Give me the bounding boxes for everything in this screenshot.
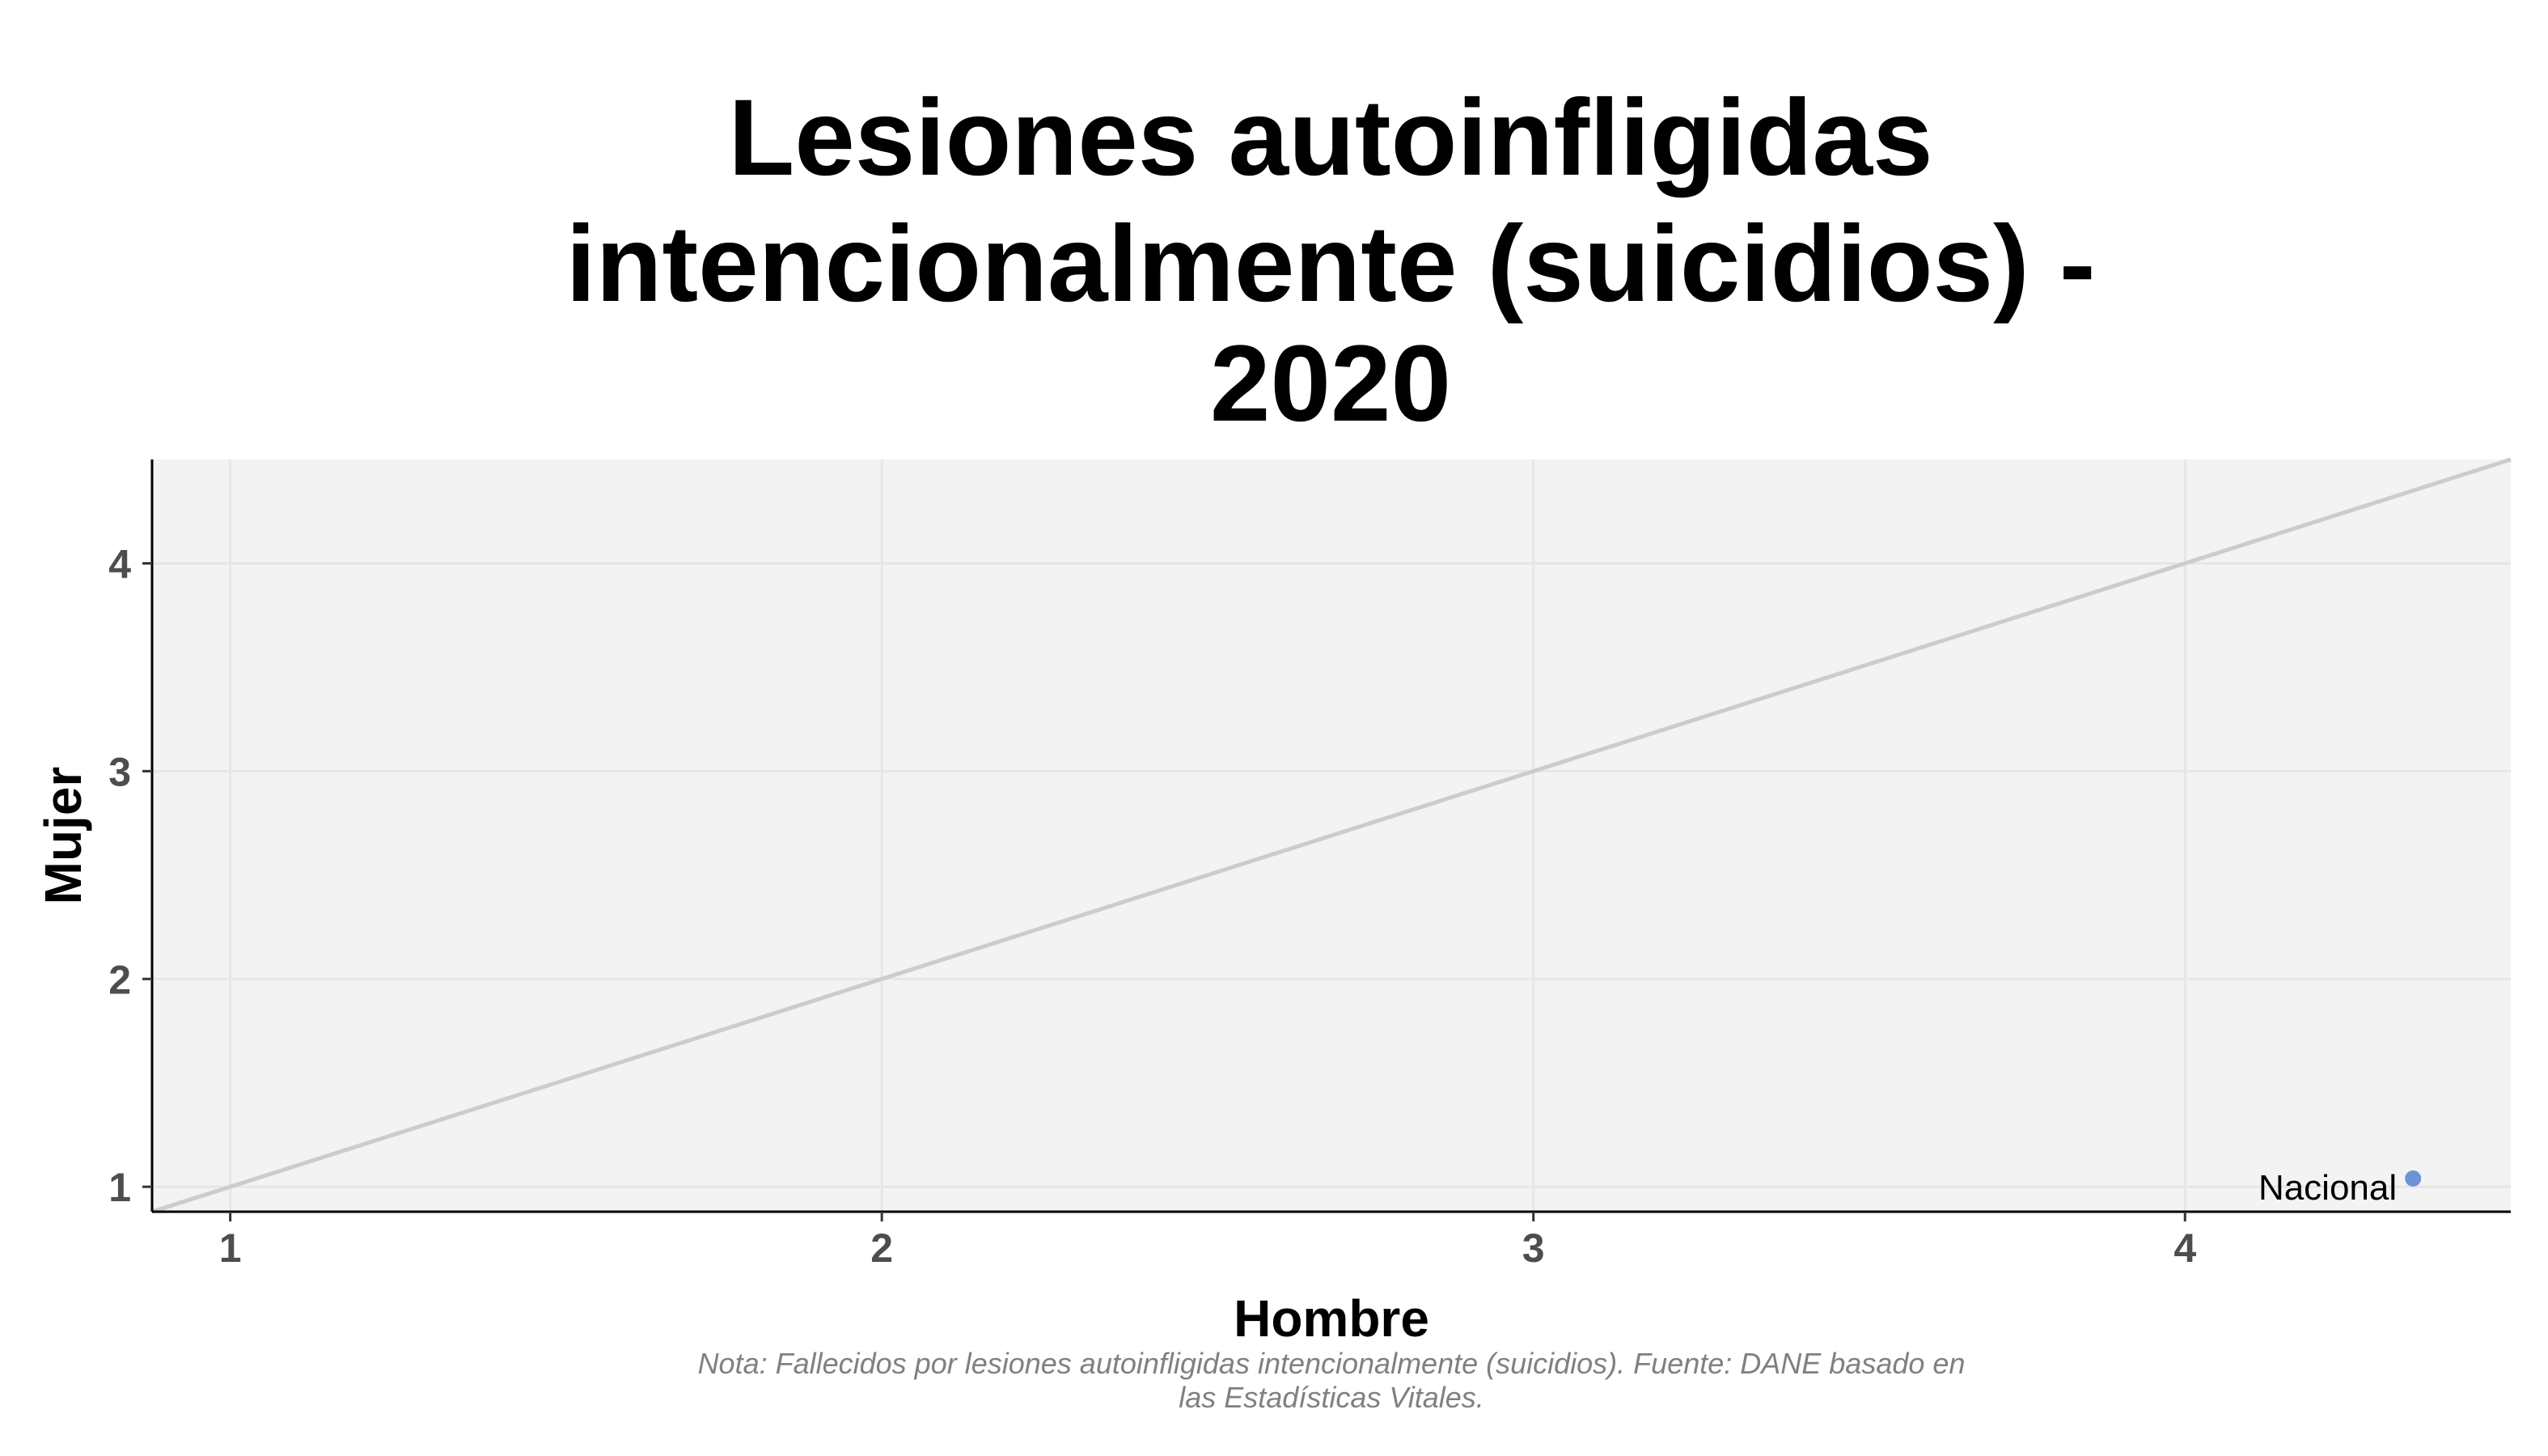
y-tick-label-3: 3	[108, 749, 131, 794]
chart-title-line-2: intencionalmente (suicidios) -	[565, 204, 2095, 324]
y-tick-label-4: 4	[108, 541, 131, 586]
caption-line-1: Nota: Fallecidos por lesiones autoinflig…	[698, 1347, 1966, 1380]
x-tick-label-4: 4	[2173, 1225, 2196, 1271]
chart-title-line-1: Lesiones autoinfligidas	[728, 78, 1932, 198]
chart-title: Lesiones autoinfligidas intencionalmente…	[565, 78, 2095, 444]
data-point-0	[2405, 1170, 2422, 1187]
chart-title-line-3: 2020	[1210, 324, 1451, 444]
x-axis-ticks: 1 2 3 4	[219, 1212, 2196, 1271]
caption-line-2: las Estadísticas Vitales.	[1179, 1381, 1484, 1414]
y-tick-label-1: 1	[108, 1165, 131, 1210]
gridlines	[152, 459, 2511, 1212]
y-axis-label: Mujer	[34, 767, 92, 905]
y-axis-ticks: 1 2 3 4	[108, 541, 152, 1210]
x-tick-label-1: 1	[219, 1225, 242, 1271]
y-tick-label-2: 2	[108, 957, 131, 1002]
x-tick-label-2: 2	[870, 1225, 893, 1271]
x-axis-label: Hombre	[1234, 1289, 1429, 1348]
reference-line-group	[151, 457, 2512, 1214]
reference-line	[151, 457, 2512, 1214]
chart-caption: Nota: Fallecidos por lesiones autoinflig…	[698, 1347, 1966, 1414]
data-points: Nacional	[2258, 1168, 2422, 1208]
point-label-0: Nacional	[2258, 1168, 2397, 1208]
x-tick-label-3: 3	[1522, 1225, 1545, 1271]
